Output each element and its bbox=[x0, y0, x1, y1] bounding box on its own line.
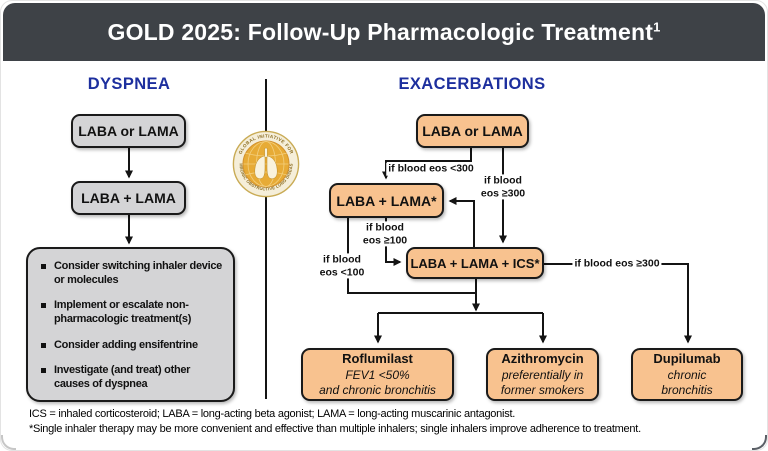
dyspnea-actions-box: Consider switching inhaler device or mol… bbox=[26, 247, 235, 402]
page-title: GOLD 2025: Follow-Up Pharmacologic Treat… bbox=[107, 18, 661, 45]
outcome-name: Dupilumab bbox=[653, 351, 721, 367]
outcome-roflumilast-box: Roflumilast FEV1 <50% and chronic bronch… bbox=[301, 348, 454, 401]
exacerbations-step1-box: LABA or LAMA bbox=[416, 114, 529, 148]
action-text: Implement or escalate non-pharmacologic … bbox=[54, 299, 192, 325]
list-item: Investigate (and treat) other causes of … bbox=[41, 364, 225, 391]
dyspnea-step2-box: LABA + LAMA bbox=[71, 181, 186, 215]
outcome-detail: chronic bbox=[667, 367, 707, 382]
edge-label-eos-ge300: if blood eos ≥300 bbox=[478, 174, 528, 200]
outcome-name: Azithromycin bbox=[501, 351, 584, 367]
list-item: Consider adding ensifentrine bbox=[41, 339, 225, 353]
exacerbations-heading: EXACERBATIONS bbox=[398, 75, 546, 93]
outcome-detail: preferentially in bbox=[501, 367, 584, 382]
arrow-to-dupilumab bbox=[544, 263, 692, 344]
column-divider bbox=[265, 79, 267, 399]
arrow-ics-back-to-laba-lama bbox=[448, 197, 475, 247]
edge-label-eos-ge300-right: if blood eos ≥300 bbox=[572, 257, 662, 271]
dyspnea-heading: DYSPNEA bbox=[87, 75, 171, 93]
bullet-square-icon bbox=[41, 368, 46, 374]
bottom-right-corner-border bbox=[752, 435, 767, 450]
bullet-square-icon bbox=[41, 264, 46, 269]
list-item: Consider switching inhaler device or mol… bbox=[41, 260, 225, 287]
list-item: Implement or escalate non-pharmacologic … bbox=[41, 299, 225, 326]
bullet-square-icon bbox=[41, 342, 46, 348]
outcome-name: Roflumilast bbox=[342, 351, 413, 367]
gold-logo-seal: GLOBAL INITIATIVE FOR CHRONIC OBSTRUCTIV… bbox=[230, 126, 300, 198]
outcome-dupilumab-box: Dupilumab chronic bronchitis bbox=[631, 348, 743, 401]
bullet-square-icon bbox=[41, 303, 46, 309]
action-text: Consider adding ensifentrine bbox=[54, 338, 198, 351]
outcome-azithromycin-box: Azithromycin preferentially in former sm… bbox=[486, 348, 599, 401]
outcome-detail: and chronic bronchitis bbox=[319, 382, 436, 397]
dyspnea-step1-box: LABA or LAMA bbox=[71, 114, 186, 148]
edge-label-eos-ge100: if blood eos ≥100 bbox=[360, 221, 410, 247]
footnotes: ICS = inhaled corticosteroid; LABA = lon… bbox=[29, 407, 641, 436]
footnote-asterisk: *Single inhaler therapy may be more conv… bbox=[29, 422, 641, 435]
action-text: Consider switching inhaler device or mol… bbox=[54, 260, 222, 286]
bottom-left-corner-border bbox=[1, 435, 16, 450]
lungs-icon bbox=[254, 147, 278, 179]
outcome-detail: FEV1 <50% bbox=[345, 367, 410, 382]
footnote-abbreviations: ICS = inhaled corticosteroid; LABA = lon… bbox=[29, 408, 516, 420]
title-bar: GOLD 2025: Follow-Up Pharmacologic Treat… bbox=[3, 3, 765, 61]
exacerbations-step3-box: LABA + LAMA + ICS* bbox=[406, 247, 544, 279]
exacerbations-step2-box: LABA + LAMA* bbox=[329, 183, 444, 218]
outcome-detail: former smokers bbox=[500, 382, 585, 397]
gold-logo: GLOBAL INITIATIVE FOR CHRONIC OBSTRUCTIV… bbox=[230, 126, 300, 198]
title-superscript: 1 bbox=[653, 18, 661, 34]
action-text: Investigate (and treat) other causes of … bbox=[54, 364, 191, 390]
outcome-detail: bronchitis bbox=[661, 382, 713, 397]
edge-label-eos-lt100: if blood eos <100 bbox=[317, 253, 367, 279]
edge-label-eos-lt300: if blood eos <300 bbox=[386, 162, 476, 176]
